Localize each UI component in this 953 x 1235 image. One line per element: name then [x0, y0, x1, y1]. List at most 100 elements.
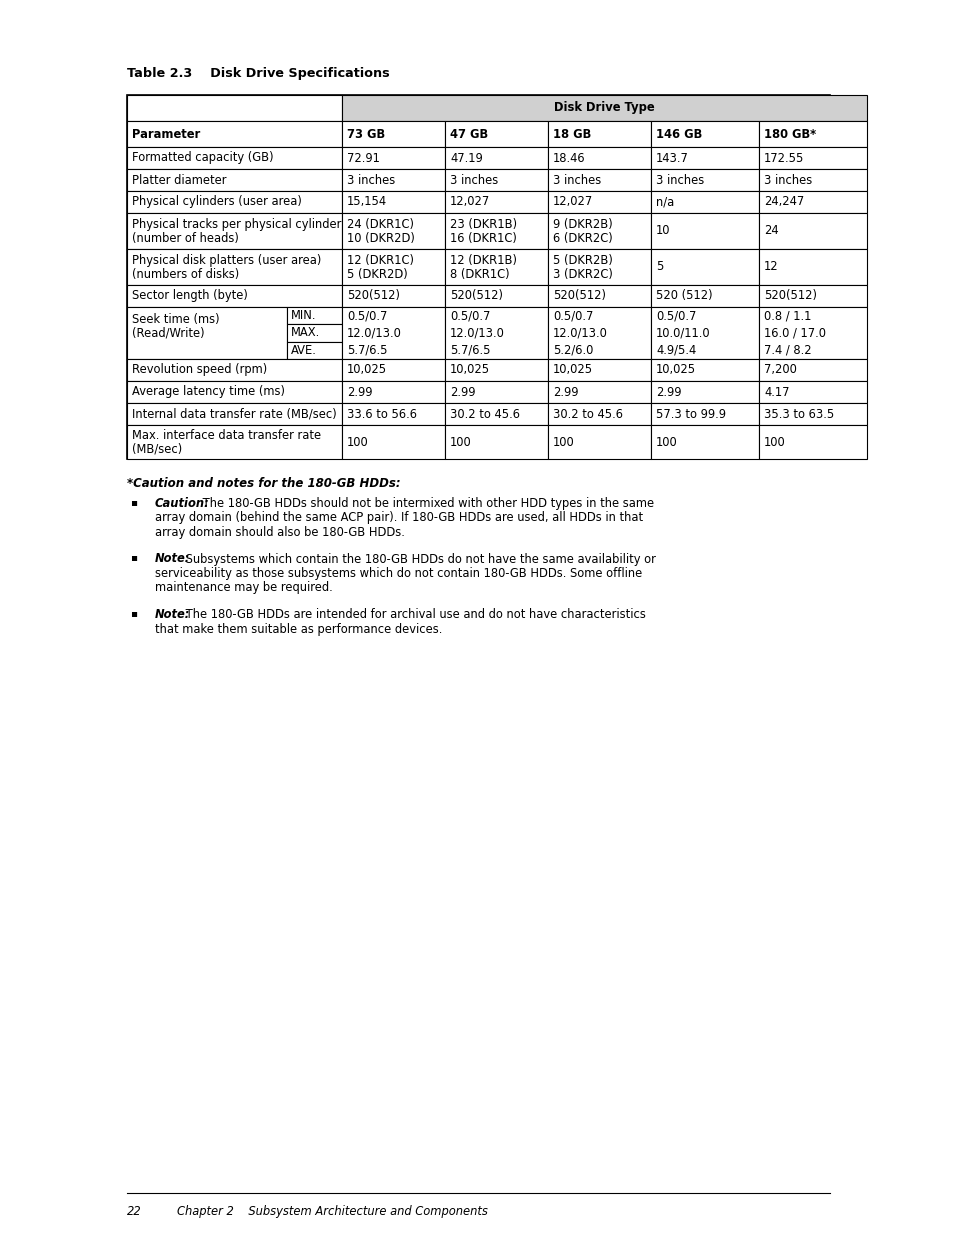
Text: 35.3 to 63.5: 35.3 to 63.5: [763, 408, 833, 420]
Bar: [444, 308, 547, 359]
Bar: [547, 382, 650, 403]
Bar: [341, 249, 444, 285]
Text: Chapter 2    Subsystem Architecture and Components: Chapter 2 Subsystem Architecture and Com…: [177, 1205, 487, 1218]
Bar: [127, 95, 829, 459]
Text: 18.46: 18.46: [553, 152, 585, 164]
Text: 520 (512): 520 (512): [656, 289, 712, 303]
Text: 33.6 to 56.6: 33.6 to 56.6: [347, 408, 416, 420]
Text: 3 inches: 3 inches: [553, 173, 600, 186]
Text: 16 (DKR1C): 16 (DKR1C): [450, 232, 517, 246]
Bar: [759, 147, 866, 169]
Bar: [650, 212, 759, 249]
Text: AVE.: AVE.: [291, 343, 316, 357]
Bar: [341, 425, 444, 459]
Text: array domain should also be 180-GB HDDs.: array domain should also be 180-GB HDDs.: [154, 526, 404, 538]
Text: 72.91: 72.91: [347, 152, 379, 164]
Text: 24: 24: [763, 225, 778, 237]
Text: 3 inches: 3 inches: [450, 173, 497, 186]
Text: 10 (DKR2D): 10 (DKR2D): [347, 232, 415, 246]
Text: Average latency time (ms): Average latency time (ms): [132, 385, 285, 399]
Bar: [759, 121, 866, 147]
Text: Seek time (ms): Seek time (ms): [132, 314, 219, 326]
Text: Physical disk platters (user area): Physical disk platters (user area): [132, 254, 321, 267]
Text: 7,200: 7,200: [763, 363, 796, 377]
Text: 10: 10: [656, 225, 670, 237]
Text: The 180-GB HDDs are intended for archival use and do not have characteristics: The 180-GB HDDs are intended for archiva…: [182, 608, 646, 621]
Text: 520(512): 520(512): [763, 289, 816, 303]
Bar: [341, 285, 444, 308]
Bar: [650, 191, 759, 212]
Text: 5.7/6.5: 5.7/6.5: [450, 343, 490, 357]
Bar: [444, 249, 547, 285]
Bar: [444, 212, 547, 249]
Bar: [650, 308, 759, 359]
Bar: [341, 121, 444, 147]
Text: (number of heads): (number of heads): [132, 232, 238, 246]
Bar: [547, 121, 650, 147]
Text: 0.5/0.7: 0.5/0.7: [347, 309, 387, 322]
Bar: [650, 121, 759, 147]
Bar: [287, 308, 341, 325]
Text: 30.2 to 45.6: 30.2 to 45.6: [450, 408, 519, 420]
Text: 172.55: 172.55: [763, 152, 803, 164]
Text: 47 GB: 47 GB: [450, 127, 488, 141]
Bar: [759, 382, 866, 403]
Bar: [547, 191, 650, 212]
Text: 5 (DKR2B): 5 (DKR2B): [553, 254, 612, 267]
Bar: [759, 191, 866, 212]
Bar: [547, 308, 650, 359]
Text: maintenance may be required.: maintenance may be required.: [154, 582, 333, 594]
Text: Max. interface data transfer rate: Max. interface data transfer rate: [132, 430, 321, 442]
Bar: [127, 359, 341, 382]
Text: 5: 5: [656, 261, 662, 273]
Bar: [127, 249, 341, 285]
Text: 2.99: 2.99: [347, 385, 372, 399]
Text: 0.5/0.7: 0.5/0.7: [656, 309, 696, 322]
Bar: [127, 121, 341, 147]
Text: 520(512): 520(512): [450, 289, 502, 303]
Text: Note:: Note:: [154, 608, 191, 621]
Text: that make them suitable as performance devices.: that make them suitable as performance d…: [154, 622, 442, 636]
Bar: [759, 308, 866, 359]
Bar: [759, 169, 866, 191]
Bar: [341, 147, 444, 169]
Text: 47.19: 47.19: [450, 152, 482, 164]
Text: MIN.: MIN.: [291, 309, 316, 322]
Bar: [547, 147, 650, 169]
Text: 10,025: 10,025: [450, 363, 490, 377]
Bar: [444, 121, 547, 147]
Text: 7.4 / 8.2: 7.4 / 8.2: [763, 343, 811, 357]
Bar: [127, 169, 341, 191]
Text: 24 (DKR1C): 24 (DKR1C): [347, 219, 414, 231]
Bar: [127, 403, 341, 425]
Text: 22: 22: [127, 1205, 142, 1218]
Text: 10,025: 10,025: [656, 363, 696, 377]
Text: (MB/sec): (MB/sec): [132, 443, 182, 456]
Bar: [127, 147, 341, 169]
Text: 9 (DKR2B): 9 (DKR2B): [553, 219, 612, 231]
Text: 8 (DKR1C): 8 (DKR1C): [450, 268, 509, 282]
Text: 3 inches: 3 inches: [347, 173, 395, 186]
Text: Parameter: Parameter: [132, 127, 200, 141]
Bar: [341, 308, 444, 359]
Bar: [759, 212, 866, 249]
Bar: [444, 285, 547, 308]
Text: 12: 12: [763, 261, 778, 273]
Bar: [547, 212, 650, 249]
Text: 100: 100: [450, 436, 471, 448]
Text: 520(512): 520(512): [347, 289, 399, 303]
Text: 180 GB*: 180 GB*: [763, 127, 815, 141]
Text: *Caution and notes for the 180-GB HDDs:: *Caution and notes for the 180-GB HDDs:: [127, 477, 400, 490]
Bar: [127, 212, 341, 249]
Bar: [444, 425, 547, 459]
Bar: [547, 425, 650, 459]
Bar: [759, 425, 866, 459]
Text: Physical cylinders (user area): Physical cylinders (user area): [132, 195, 301, 209]
Bar: [341, 191, 444, 212]
Text: serviceability as those subsystems which do not contain 180-GB HDDs. Some offlin: serviceability as those subsystems which…: [154, 567, 641, 580]
Bar: [650, 403, 759, 425]
Text: Sector length (byte): Sector length (byte): [132, 289, 248, 303]
Bar: [127, 191, 341, 212]
Text: 520(512): 520(512): [553, 289, 605, 303]
Bar: [444, 191, 547, 212]
